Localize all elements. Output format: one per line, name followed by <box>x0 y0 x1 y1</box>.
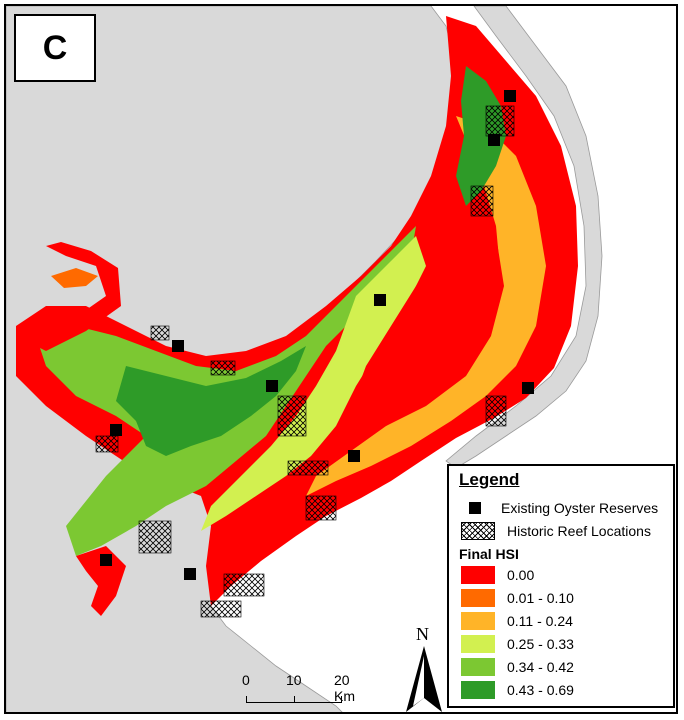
historic-reef <box>138 520 172 554</box>
crosshatch-icon <box>461 522 495 540</box>
color-swatch <box>461 566 495 584</box>
oyster-reserve-marker <box>184 568 196 580</box>
hsi-zone-1 <box>51 268 98 288</box>
legend-class-label: 0.00 <box>507 567 535 583</box>
hsi-river-south <box>76 546 126 616</box>
oyster-reserve-marker <box>374 294 386 306</box>
legend-class-label: 0.11 - 0.24 <box>507 613 573 629</box>
oyster-reserve-marker <box>504 90 516 102</box>
legend-reefs-label: Historic Reef Locations <box>507 523 651 539</box>
sound-map <box>6 6 676 712</box>
historic-reefs <box>95 105 515 618</box>
historic-reef <box>287 460 329 476</box>
historic-reef <box>305 495 337 521</box>
hsi-surface <box>16 16 578 616</box>
scale-tick <box>246 696 247 703</box>
scale-label-10: 10 <box>286 672 302 688</box>
oyster-reserve-marker <box>100 554 112 566</box>
legend-class-row: 0.34 - 0.42 <box>461 658 574 676</box>
oyster-reserve-marker <box>522 382 534 394</box>
historic-reef <box>277 395 307 437</box>
oyster-reserve-marker <box>266 380 278 392</box>
legend-reserves-label: Existing Oyster Reserves <box>501 500 659 516</box>
outer-banks <box>445 6 603 469</box>
legend-class-label: 0.43 - 0.69 <box>507 682 574 698</box>
scale-label-0: 0 <box>242 672 250 688</box>
oyster-reserves <box>100 90 534 580</box>
legend-reserves-row: Existing Oyster Reserves <box>461 500 658 516</box>
historic-reef <box>95 435 119 453</box>
legend-class-row: 0.43 - 0.69 <box>461 681 574 699</box>
color-swatch <box>461 681 495 699</box>
legend-class-label: 0.34 - 0.42 <box>507 659 574 675</box>
legend-hsi-title: Final HSI <box>459 546 519 562</box>
hsi-zone-3 <box>201 236 426 531</box>
legend-class-row: 0.25 - 0.33 <box>461 635 574 653</box>
oyster-reserve-marker <box>488 134 500 146</box>
panel-label: C <box>14 14 96 82</box>
scale-label-20: 20 Km <box>334 672 355 704</box>
color-swatch <box>461 635 495 653</box>
oyster-reserve-marker <box>348 450 360 462</box>
map-panel: C Legend Existing Oyster Reserves Histor… <box>4 4 678 714</box>
reserve-square-icon <box>469 502 481 514</box>
oyster-reserve-marker <box>110 424 122 436</box>
legend-reefs-row: Historic Reef Locations <box>461 522 651 540</box>
legend-class-row: 0.11 - 0.24 <box>461 612 573 630</box>
legend-class-row: 0.00 <box>461 566 534 584</box>
historic-reef <box>200 600 242 618</box>
hsi-zone-5b <box>456 66 506 206</box>
legend-class-label: 0.01 - 0.10 <box>507 590 574 606</box>
hsi-zone-5 <box>116 346 306 456</box>
north-arrow: N <box>404 624 444 712</box>
scale-tick <box>294 696 295 703</box>
legend-class-label: 0.25 - 0.33 <box>507 636 574 652</box>
color-swatch <box>461 658 495 676</box>
historic-reef <box>150 325 170 341</box>
legend: Legend Existing Oyster Reserves Historic… <box>447 464 675 708</box>
historic-reef <box>485 395 507 427</box>
scale-bar: 0 10 20 Km <box>230 672 370 712</box>
scale-tick <box>341 696 342 703</box>
hsi-zone-0b <box>351 206 504 436</box>
historic-reef <box>210 360 236 376</box>
historic-reef <box>223 573 265 597</box>
hsi-river-west <box>16 242 121 351</box>
historic-reef <box>470 185 494 217</box>
north-arrow-icon <box>406 646 442 712</box>
color-swatch <box>461 612 495 630</box>
oyster-reserve-marker <box>172 340 184 352</box>
color-swatch <box>461 589 495 607</box>
legend-class-row: 0.01 - 0.10 <box>461 589 574 607</box>
historic-reef <box>485 105 515 137</box>
legend-title: Legend <box>459 470 520 489</box>
north-label: N <box>416 624 429 644</box>
